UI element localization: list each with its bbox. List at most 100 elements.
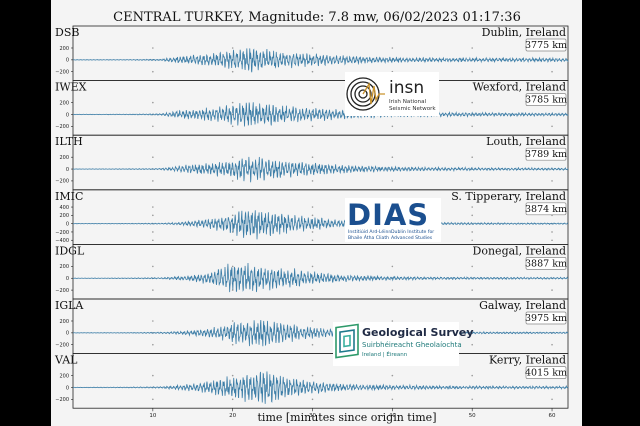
grid-dot <box>311 47 314 49</box>
grid-dot <box>391 125 394 128</box>
x-tick-label: 60 <box>549 413 556 419</box>
station-distance-dsb: 3775 km <box>525 40 567 51</box>
grid-dot <box>311 214 314 217</box>
distance-box <box>525 311 567 325</box>
grid-dot <box>471 231 473 233</box>
grid-dot <box>152 180 154 182</box>
grid-dot <box>152 47 154 49</box>
gsi-logo-line1: Suirbhéireacht Gheolaíochta <box>362 341 462 349</box>
grid-dot <box>231 398 234 401</box>
y-tick-label: −200 <box>55 70 69 76</box>
grid-dot <box>231 265 234 268</box>
dias-logo-line2: Bhaile Átha Cliath <box>348 234 389 241</box>
grid-dot <box>391 180 394 182</box>
gsi-nested-squares-icon <box>335 323 359 359</box>
grid-dot <box>152 101 154 104</box>
y-tick-label: 0 <box>66 221 69 227</box>
grid-dot <box>391 374 394 377</box>
grid-dot <box>231 156 234 158</box>
seismogram-trace-imic <box>72 210 569 240</box>
dias-logo-line3: Dublin Institute for <box>391 229 434 235</box>
grid-dot <box>471 289 473 291</box>
grid-dot <box>471 239 473 242</box>
grid-dot <box>311 231 314 233</box>
y-tick-label: −200 <box>55 397 69 403</box>
panel-frame <box>72 353 569 409</box>
grid-dot <box>311 239 314 242</box>
insn-logo: insn Irish National Seismic Network <box>345 72 439 116</box>
grid-dot <box>152 343 154 346</box>
station-distance-imic: 3874 km <box>525 204 567 215</box>
grid-dot <box>311 343 314 346</box>
seismogram-chart: CENTRAL TURKEY, Magnitude: 7.8 mw, 06/02… <box>54 10 569 424</box>
dias-logo-line4: Advanced Studies <box>391 235 433 241</box>
seismogram-trace-igla <box>72 319 569 347</box>
station-code-igla: IGLA <box>55 299 84 312</box>
grid-dot <box>152 231 154 233</box>
y-tick-label: 200 <box>59 373 69 379</box>
grid-dot <box>231 320 234 322</box>
station-location-dsb: Dublin, Ireland <box>482 26 566 39</box>
station-location-ilth: Louth, Ireland <box>486 135 566 148</box>
grid-dot <box>471 320 473 322</box>
grid-dot <box>152 265 154 268</box>
seismogram-trace-dsb <box>72 48 569 73</box>
station-distance-igla: 3975 km <box>525 313 567 324</box>
grid-dot <box>152 320 154 322</box>
grid-dot <box>391 289 394 291</box>
grid-dot <box>551 231 553 233</box>
grid-dot <box>551 239 553 242</box>
y-tick-label: 0 <box>66 58 69 64</box>
gsi-logo-line2: Ireland | Éireann <box>362 350 408 358</box>
insn-logo-line2: Seismic Network <box>389 106 436 112</box>
station-panel-imic: 400 200 0 −200 −400 IMIC S. Tipperary, Ireland… <box>55 189 569 245</box>
station-distance-ilth: 3789 km <box>525 149 567 160</box>
grid-dot <box>311 70 314 73</box>
grid-dot <box>152 70 154 73</box>
station-location-imic: S. Tipperary, Ireland <box>451 190 566 203</box>
grid-dot <box>152 374 154 377</box>
y-tick-label: −200 <box>55 124 69 130</box>
grid-dot <box>152 156 154 158</box>
plot-panel: CENTRAL TURKEY, Magnitude: 7.8 mw, 06/02… <box>51 0 582 426</box>
grid-dot <box>311 289 314 291</box>
grid-dot <box>231 343 234 346</box>
y-tick-label: 200 <box>59 155 69 161</box>
grid-dot <box>152 239 154 242</box>
y-tick-label: 200 <box>59 100 69 106</box>
dias-logo-wordmark: DIAS <box>347 198 429 232</box>
y-tick-label: −200 <box>55 179 69 185</box>
distance-box <box>525 93 567 106</box>
grid-dot <box>471 206 473 208</box>
insn-logo-background <box>345 72 439 116</box>
y-tick-label: 200 <box>59 264 69 270</box>
grid-dot <box>471 374 473 377</box>
insn-seismic-rings-icon <box>346 77 385 111</box>
distance-box <box>525 366 567 379</box>
y-tick-label: −200 <box>55 343 69 349</box>
station-location-igla: Galway, Ireland <box>479 299 566 312</box>
grid-dot <box>471 180 473 182</box>
dias-logo: DIAS Institiúid Ard-Léinn Bhaile Átha Cl… <box>345 198 441 242</box>
seismogram-trace-ilth <box>72 156 569 183</box>
grid-dot <box>231 180 234 182</box>
grid-dot <box>391 156 394 158</box>
grid-dot <box>311 398 314 401</box>
seismogram-trace-val <box>72 371 569 404</box>
station-distance-iwex: 3785 km <box>525 95 567 106</box>
chart-title: CENTRAL TURKEY, Magnitude: 7.8 mw, 06/02… <box>113 10 521 25</box>
grid-dot <box>311 265 314 268</box>
grid-dot <box>152 125 154 128</box>
grid-dot <box>391 47 394 49</box>
grid-dot <box>551 70 553 73</box>
grid-dot <box>471 156 473 158</box>
grid-dot <box>471 398 473 401</box>
grid-dot <box>152 206 154 208</box>
y-tick-label: −400 <box>55 238 69 244</box>
grid-dot <box>231 125 234 128</box>
dias-logo-line1: Institiúid Ard-Léinn <box>348 228 391 235</box>
station-distance-val: 4015 km <box>525 368 567 379</box>
